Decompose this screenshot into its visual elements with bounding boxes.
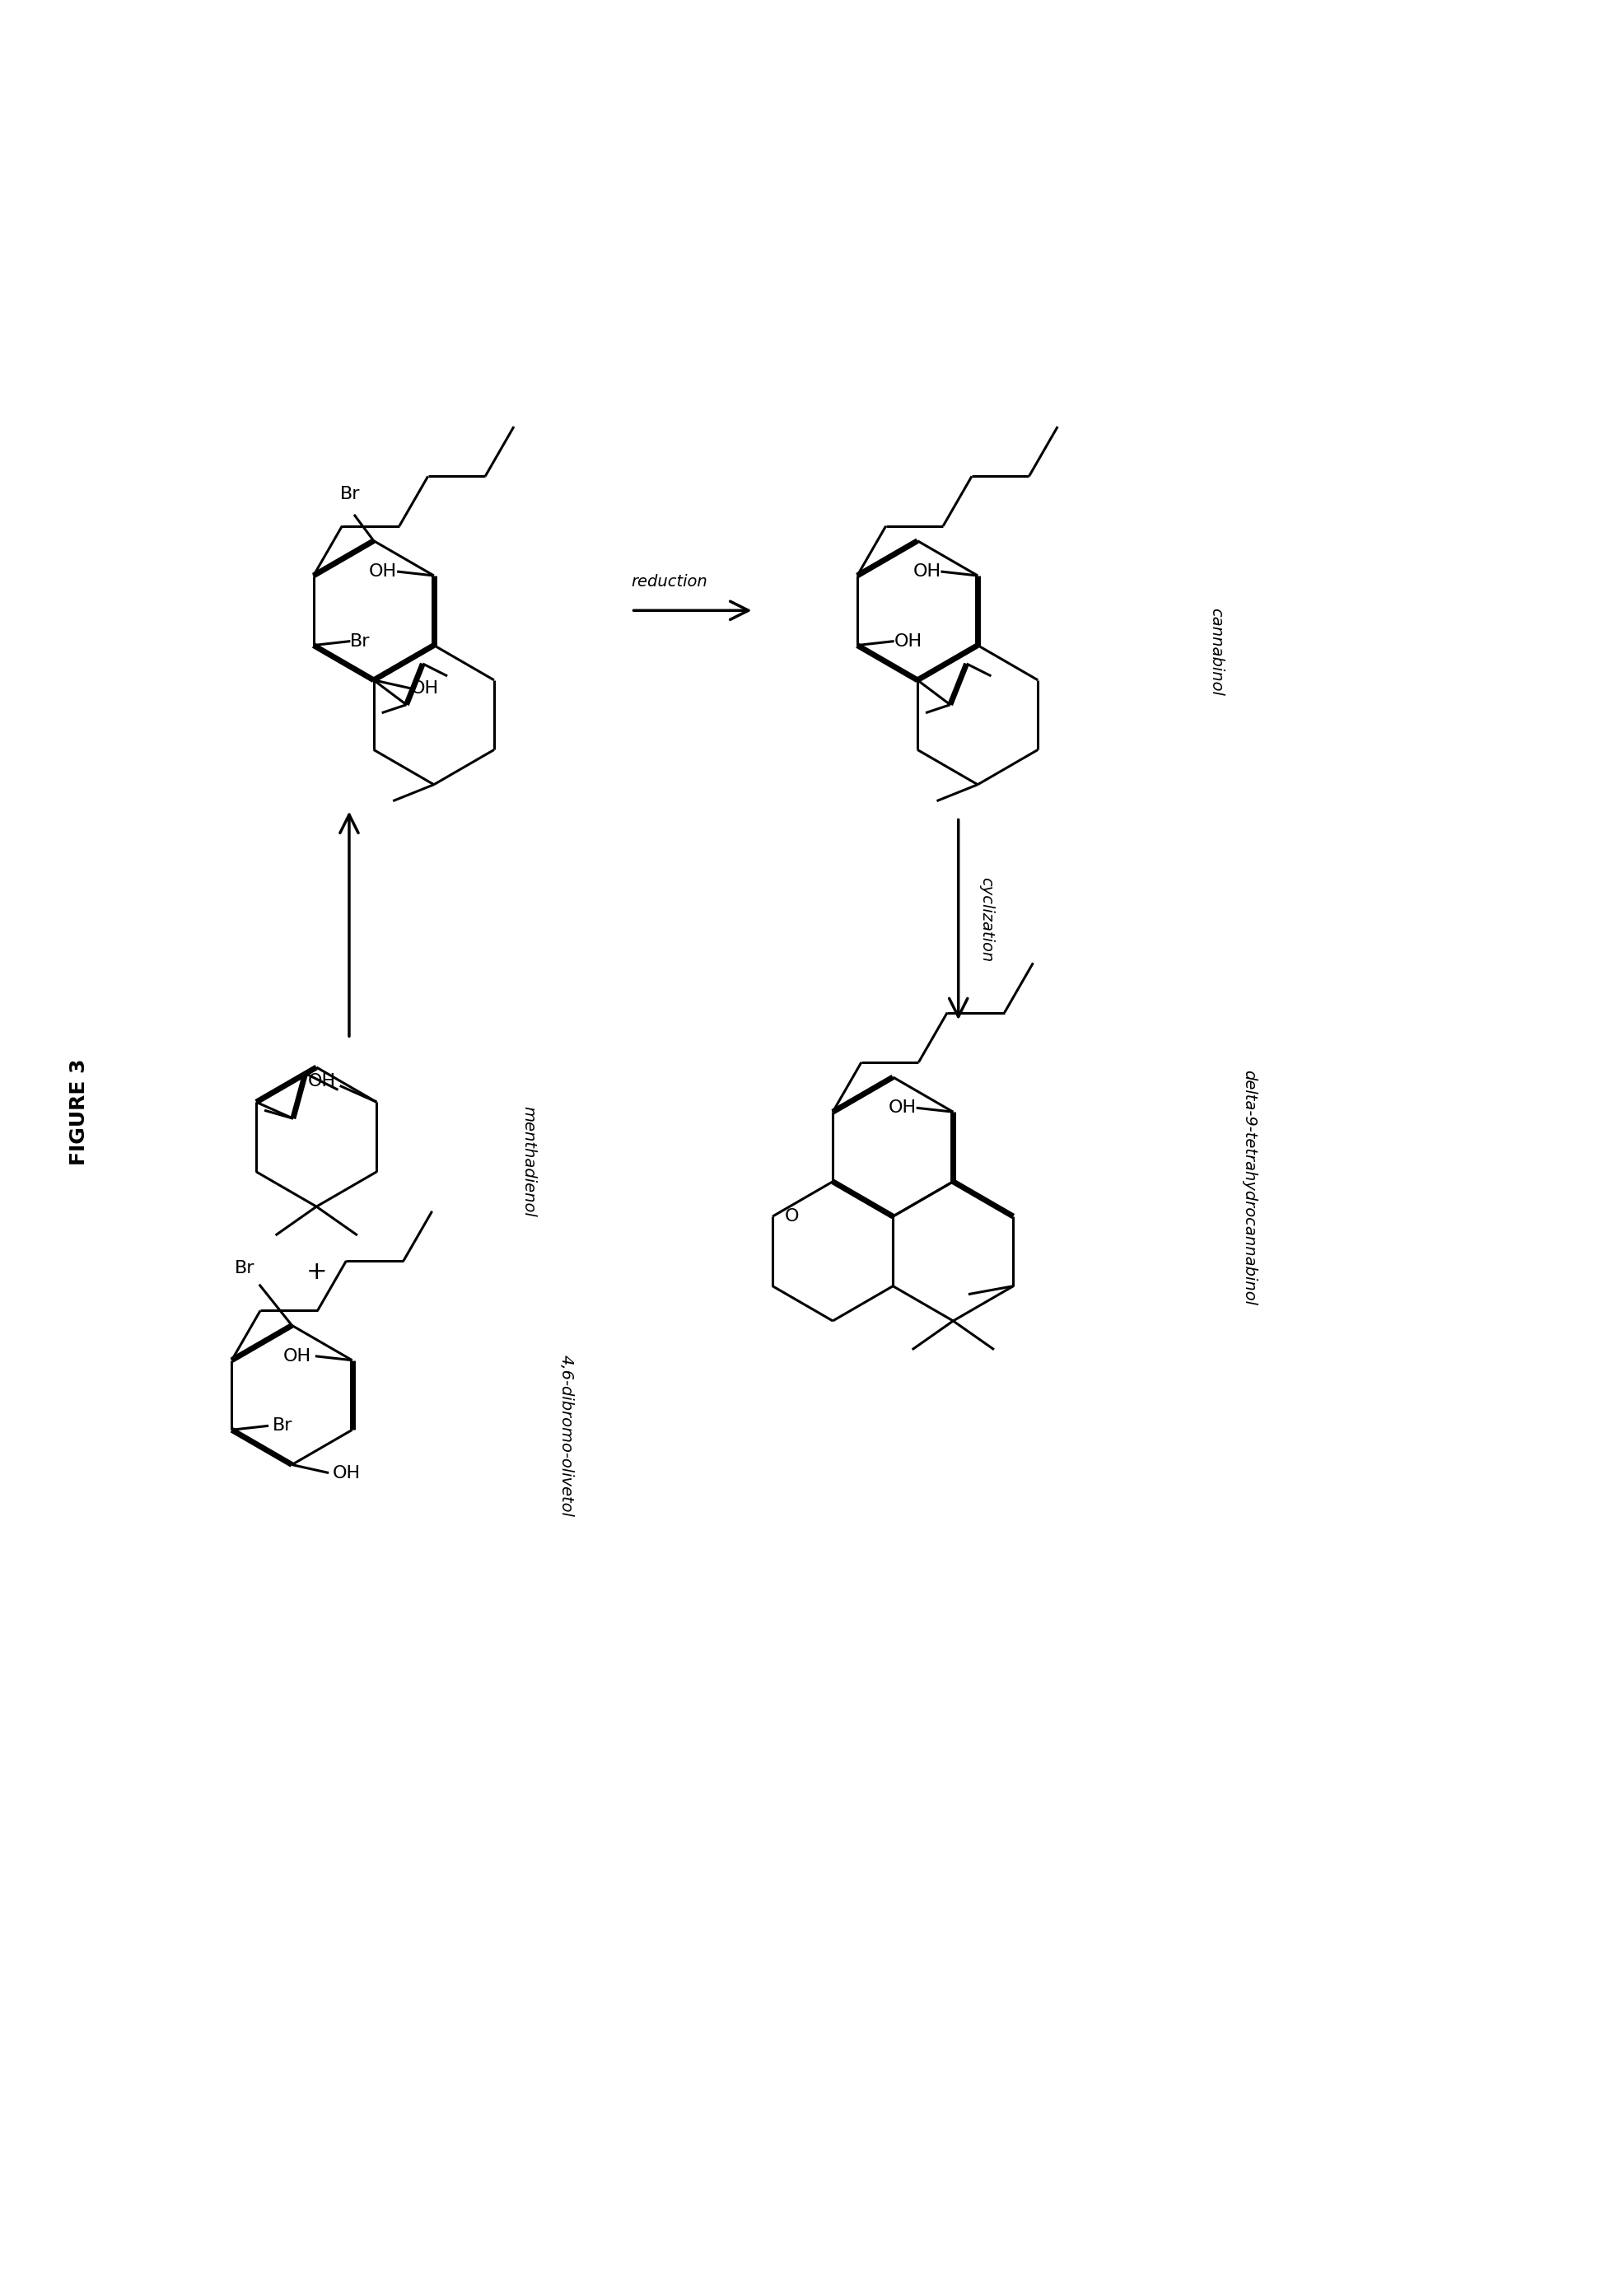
Text: OH: OH [410,680,439,696]
Text: menthadienol: menthadienol [522,1107,536,1217]
Text: cyclization: cyclization [979,877,995,962]
Text: cannabinol: cannabinol [1208,608,1224,696]
Text: FIGURE 3: FIGURE 3 [69,1058,89,1166]
Text: 4,6-dibromo-olivetol: 4,6-dibromo-olivetol [559,1355,573,1518]
Text: +: + [305,1261,326,1283]
Text: OH: OH [912,563,942,581]
Text: Br: Br [273,1417,292,1435]
Text: Br: Br [234,1261,255,1277]
Text: O: O [785,1208,799,1224]
Text: Br: Br [339,487,360,503]
Text: OH: OH [895,634,922,650]
Text: OH: OH [283,1348,312,1364]
Text: OH: OH [333,1465,360,1481]
Text: reduction: reduction [631,574,707,590]
Text: OH: OH [888,1100,916,1116]
Text: Br: Br [350,634,370,650]
Text: OH: OH [368,563,397,581]
Text: OH: OH [308,1075,336,1091]
Text: delta-9-tetrahydrocannabinol: delta-9-tetrahydrocannabinol [1240,1070,1256,1306]
